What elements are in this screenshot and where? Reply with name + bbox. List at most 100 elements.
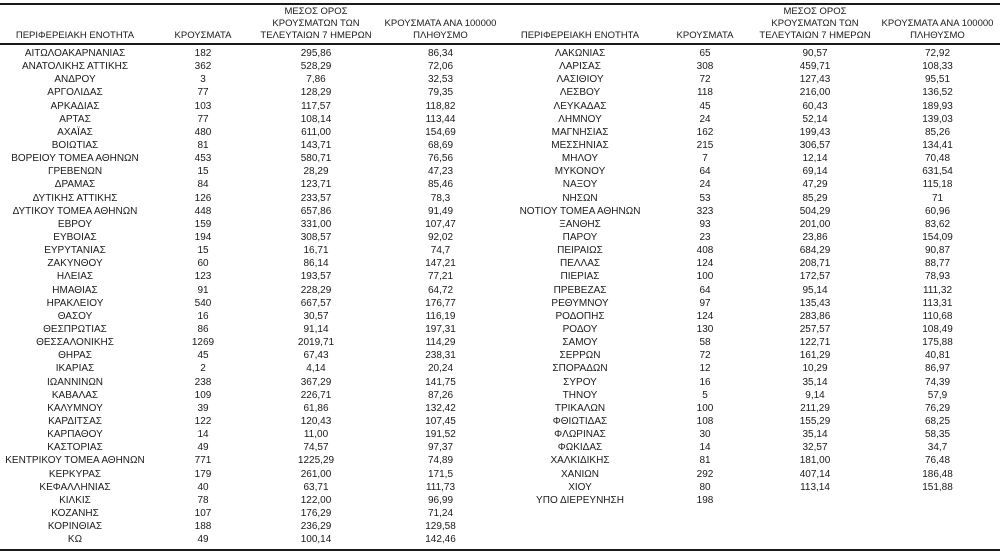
table-header-row: ΠΕΡΙΦΕΡΕΙΑΚΗ ΕΝΟΤΗΤΑ ΚΡΟΥΣΜΑΤΑ ΜΕΣΟΣ ΟΡΟ… xyxy=(505,6,1000,43)
bottom-rule xyxy=(0,549,1000,551)
table-cell: ΥΠΟ ΔΙΕΡΕΥΝΗΣΗ xyxy=(536,494,624,506)
table-cell: 107,47 xyxy=(425,218,456,230)
table-cell: 283,86 xyxy=(799,310,831,322)
table-cell: 58,35 xyxy=(924,429,951,441)
table-cell: 135,43 xyxy=(799,297,831,309)
table-header-row: ΠΕΡΙΦΕΡΕΙΑΚΗ ΕΝΟΤΗΤΑ ΚΡΟΥΣΜΑΤΑ ΜΕΣΟΣ ΟΡΟ… xyxy=(0,6,505,43)
table-cell: 15 xyxy=(197,166,209,178)
table-cell: 64 xyxy=(699,166,711,178)
table-cell: 76,56 xyxy=(427,153,454,165)
table-row: ΘΕΣΠΡΩΤΙΑΣ 86 91,14 197,31 xyxy=(0,323,505,336)
table-row: ΤΗΝΟΥ 5 9,14 57,9 xyxy=(505,389,1000,402)
table-cell: 194 xyxy=(194,232,212,244)
table-cell: 71,24 xyxy=(427,507,454,519)
table-cell: ΡΟΔΟΠΗΣ xyxy=(555,310,605,322)
table-cell: 362 xyxy=(194,61,212,73)
table-cell: ΝΟΤΙΟΥ ΤΟΜΕΑ ΑΘΗΝΩΝ xyxy=(519,205,641,217)
table-row: ΜΗΛΟΥ 7 12,14 70,48 xyxy=(505,152,1000,165)
table-cell: ΗΜΑΘΙΑΣ xyxy=(52,284,98,296)
column-header-region: ΠΕΡΙΦΕΡΕΙΑΚΗ ΕΝΟΤΗΤΑ xyxy=(0,30,150,44)
table-cell: 181,00 xyxy=(799,455,831,467)
table-row: ΑΧΑΪΑΣ 480 611,00 154,69 xyxy=(0,126,505,139)
table-row: ΘΗΡΑΣ 45 67,43 238,31 xyxy=(0,349,505,362)
table-cell: 193,57 xyxy=(300,271,332,283)
table-cell: 30,57 xyxy=(303,310,329,322)
table-cell: ΛΑΣΙΘΙΟΥ xyxy=(556,74,604,86)
table-cell: 72,92 xyxy=(924,48,951,60)
table-cell: 238 xyxy=(194,376,212,388)
table-row: ΔΡΑΜΑΣ 84 123,71 85,46 xyxy=(0,178,505,191)
table-cell: 81 xyxy=(197,140,209,152)
table-cell: 236,29 xyxy=(300,521,332,533)
table-cell: 72 xyxy=(699,350,711,362)
table-row: ΜΑΓΝΗΣΙΑΣ 162 199,43 85,26 xyxy=(505,126,1000,139)
table-cell: 186,48 xyxy=(922,468,953,480)
table-cell: 323 xyxy=(696,205,714,217)
table-row: ΔΥΤΙΚΟΥ ΤΟΜΕΑ ΑΘΗΝΩΝ 448 657,86 91,49 xyxy=(0,205,505,218)
table-cell: 92,02 xyxy=(427,232,454,244)
table-cell: 308,57 xyxy=(300,232,332,244)
table-cell: 199,43 xyxy=(799,126,831,138)
table-cell: 23 xyxy=(699,232,711,244)
table-cell: 201,00 xyxy=(799,218,831,230)
table-cell: 14 xyxy=(699,442,711,454)
table-row: ΣΠΟΡΑΔΩΝ 12 10,29 86,97 xyxy=(505,362,1000,375)
table-cell: ΚΟΖΑΝΗΣ xyxy=(51,507,99,519)
table-row: ΕΒΡΟΥ 159 331,00 107,47 xyxy=(0,218,505,231)
table-row: ΒΟΡΕΙΟΥ ΤΟΜΕΑ ΑΘΗΝΩΝ 453 580,71 76,56 xyxy=(0,152,505,165)
table-row: ΑΡΤΑΣ 77 108,14 113,44 xyxy=(0,113,505,126)
table-cell: ΠΕΙΡΑΙΩΣ xyxy=(557,245,603,257)
table-cell: ΘΕΣΠΡΩΤΙΑΣ xyxy=(43,324,107,336)
column-header-label: ΤΕΛΕΥΤΑΙΩΝ 7 ΗΜΕΡΩΝ xyxy=(260,30,372,41)
table-cell: 123,71 xyxy=(300,179,332,191)
table-cell: ΘΑΣΟΥ xyxy=(57,310,93,322)
table-cell: 65 xyxy=(699,48,711,60)
header-underline-rule xyxy=(0,43,1000,45)
table-cell: ΒΟΡΕΙΟΥ ΤΟΜΕΑ ΑΘΗΝΩΝ xyxy=(11,153,139,165)
table-cell: 143,71 xyxy=(300,140,332,152)
table-cell: 74,7 xyxy=(430,245,451,257)
table-cell: 16 xyxy=(699,376,711,388)
table-cell: ΚΑΣΤΟΡΙΑΣ xyxy=(47,442,103,454)
table-row: ΗΡΑΚΛΕΙΟΥ 540 667,57 176,77 xyxy=(0,297,505,310)
table-cell: 189,93 xyxy=(922,100,953,112)
table-row: ΠΙΕΡΙΑΣ 100 172,57 78,93 xyxy=(505,270,1000,283)
table-cell: 118 xyxy=(697,87,713,99)
table-row: ΡΕΘΥΜΝΟΥ 97 135,43 113,31 xyxy=(505,297,1000,310)
table-cell: 130 xyxy=(696,324,714,336)
table-cell: 684,29 xyxy=(799,245,831,257)
table-cell: 179 xyxy=(194,468,212,480)
table-cell: ΙΩΑΝΝΙΝΩΝ xyxy=(46,376,104,388)
table-cell: ΕΒΡΟΥ xyxy=(57,218,93,230)
table-cell: 191,52 xyxy=(425,429,456,441)
table-cell: 175,88 xyxy=(922,337,953,349)
column-header-label: ΚΡΟΥΣΜΑΤΑ ΑΝΑ 100000 xyxy=(384,18,497,29)
table-cell: 100,14 xyxy=(300,534,332,546)
table-cell: 60,96 xyxy=(924,205,951,217)
table-cell: 1225,29 xyxy=(297,455,335,467)
table-cell: 216,00 xyxy=(799,87,831,99)
table-cell: 116,19 xyxy=(425,310,456,322)
table-cell: ΝΑΞΟΥ xyxy=(562,179,598,191)
table-cell: 172,57 xyxy=(799,271,831,283)
table-row: ΙΚΑΡΙΑΣ 2 4,14 20,24 xyxy=(0,362,505,375)
table-cell: 114,29 xyxy=(425,337,456,349)
table-cell: ΚΑΡΔΙΤΣΑΣ xyxy=(48,416,102,427)
table-row: ΝΑΞΟΥ 24 47,29 115,18 xyxy=(505,178,1000,191)
column-header-label: ΚΡΟΥΣΜΑΤΩΝ ΤΩΝ xyxy=(272,18,360,29)
table-row: ΥΠΟ ΔΙΕΡΕΥΝΗΣΗ 198 xyxy=(505,494,1000,507)
table-cell: 141,75 xyxy=(425,376,456,388)
table-row: ΗΜΑΘΙΑΣ 91 228,29 64,72 xyxy=(0,284,505,297)
table-cell: 155,29 xyxy=(799,416,831,427)
table-cell: 88,77 xyxy=(924,258,951,270)
table-cell: 39 xyxy=(197,402,209,414)
table-cell: 188 xyxy=(194,521,212,533)
table-row: ΧΑΛΚΙΔΙΚΗΣ 81 181,00 76,48 xyxy=(505,454,1000,467)
table-cell: 78 xyxy=(197,494,209,506)
table-cell: 631,54 xyxy=(922,166,953,178)
column-header-per-100k: ΚΡΟΥΣΜΑΤΑ ΑΝΑ 100000 ΠΛΗΘΥΣΜΟ xyxy=(875,18,1000,44)
table-cell: ΣΥΡΟΥ xyxy=(563,376,597,388)
column-header-7day-average: ΜΕΣΟΣ ΟΡΟΣ ΚΡΟΥΣΜΑΤΩΝ ΤΩΝ ΤΕΛΕΥΤΑΙΩΝ 7 Η… xyxy=(755,6,875,44)
table-cell: 771 xyxy=(194,455,212,467)
